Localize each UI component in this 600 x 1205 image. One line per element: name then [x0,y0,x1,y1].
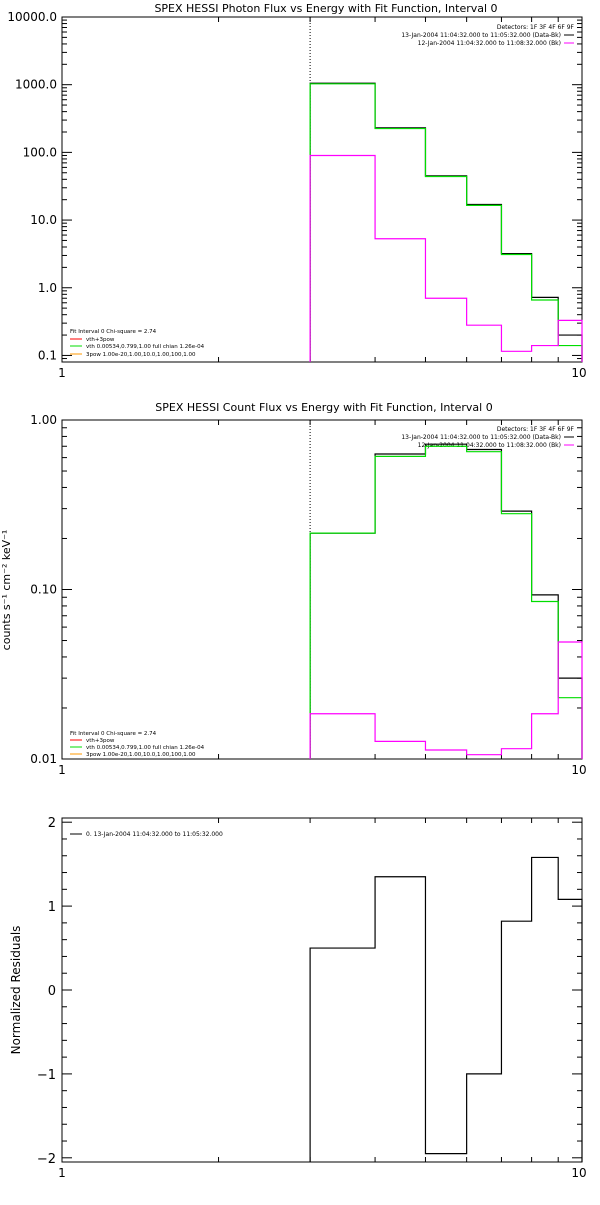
count-flux-y-tick-label: 0.10 [30,583,57,597]
photon-flux-fit-vth: vth 0.00534,0.799,1.00 full chian 1.26e-… [86,344,205,350]
count-flux-title: SPEX HESSI Count Flux vs Energy with Fit… [155,401,492,414]
count-flux-y-tick-label: 0.01 [30,752,57,766]
photon-flux-series-data [309,82,583,362]
residuals-series-data [309,856,583,1162]
photon-flux-fit-model: vth+3pow [86,337,115,343]
count-flux-x-tick-label: 1 [58,763,66,777]
count-flux-fit-legend: Fit Interval 0 Chi-square = 2.74 vth+3po… [70,731,205,758]
count-flux-data-interval-label: 13-Jan-2004 11:04:32.000 to 11:05:32.000… [401,434,561,441]
photon-flux-data-interval-label: 13-Jan-2004 11:04:32.000 to 11:05:32.000… [401,32,561,39]
photon-flux-y-tick-label: 1000.0 [15,78,57,92]
count-flux-axes-frame [61,419,583,760]
photon-flux-detectors-label: Detectors: 1F 3F 4F 6F 9F [497,24,575,31]
residuals-y-tick-label: −1 [37,1068,56,1083]
residuals-y-tick-label: 0 [48,984,56,999]
residuals-y-tick-label: −2 [37,1152,56,1167]
photon-flux-bk-interval-label: 12-Jan-2004 11:04:32.000 to 11:08:32.000… [418,40,561,47]
photon-flux-header: Detectors: 1F 3F 4F 6F 9F 13-Jan-2004 11… [401,24,574,47]
count-flux-panel: SPEX HESSI Count Flux vs Energy with Fit… [0,401,587,777]
count-flux-fit-chisq: Fit Interval 0 Chi-square = 2.74 [70,731,157,737]
photon-flux-title: SPEX HESSI Photon Flux vs Energy with Fi… [154,2,497,15]
residuals-y-tick-label: 2 [48,816,56,831]
photon-flux-x-tick-label: 1 [58,366,66,380]
count-flux-fit-vth: vth 0.00534,0.799,1.00 full chian 1.26e-… [86,745,205,751]
photon-flux-y-tick-label: 10.0 [30,213,57,227]
count-flux-series-bk [309,641,583,759]
count-flux-header: Detectors: 1F 3F 4F 6F 9F 13-Jan-2004 11… [401,426,574,449]
photon-flux-y-tick-label: 100.0 [23,145,57,159]
residuals-panel: 0. 13-Jan-2004 11:04:32.000 to 11:05:32.… [9,816,587,1180]
photon-flux-y-tick-label: 1.0 [38,281,57,295]
photon-flux-y-tick-label: 10000.0 [7,10,57,24]
residuals-legend-label: 0. 13-Jan-2004 11:04:32.000 to 11:05:32.… [86,831,223,838]
count-flux-y-tick-label: 1.00 [30,413,57,427]
photon-flux-y-tick-label: 0.1 [38,348,57,362]
residuals-x-tick-label: 10 [571,1166,586,1180]
residuals-axes-frame [61,817,583,1163]
count-flux-series-vth [309,445,583,759]
photon-flux-fit-legend: Fit Interval 0 Chi-square = 2.74 vth+3po… [70,329,205,358]
photon-flux-series-bk [309,154,583,362]
photon-flux-axes-frame [61,16,583,363]
count-flux-detectors-label: Detectors: 1F 3F 4F 6F 9F [497,426,575,433]
count-flux-fit-3pow: 3pow 1.00e-20,1.00,10.0,1.00,100,1.00 [86,752,196,758]
photon-flux-panel: SPEX HESSI Photon Flux vs Energy with Fi… [7,2,586,380]
photon-flux-fit-chisq: Fit Interval 0 Chi-square = 2.74 [70,329,157,335]
residuals-x-tick-label: 1 [58,1166,66,1180]
photon-flux-fit-3pow: 3pow 1.00e-20,1.00,10.0,1.00,100,1.00 [86,352,196,358]
count-flux-fit-model: vth+3pow [86,738,115,744]
residuals-y-axis-label: Normalized Residuals [9,926,23,1055]
residuals-y-tick-label: 1 [48,900,56,915]
count-flux-bk-interval-label: 12-Jan-2004 11:04:32.000 to 11:08:32.000… [418,442,561,449]
photon-flux-x-tick-label: 10 [571,366,586,380]
count-flux-y-axis-label: counts s⁻¹ cm⁻² keV⁻¹ [0,530,13,651]
photon-flux-series-vth [309,83,583,362]
count-flux-x-tick-label: 10 [571,763,586,777]
